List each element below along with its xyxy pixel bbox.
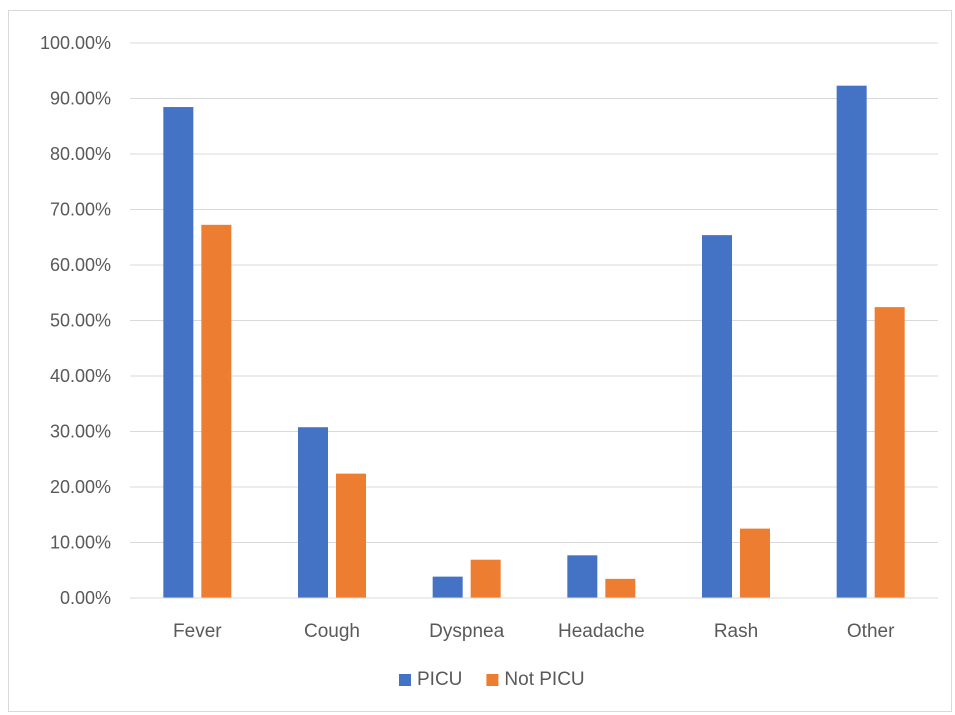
y-tick-label: 70.00% (50, 200, 111, 220)
bar-picu-cough (298, 427, 328, 598)
bar-not-picu-cough (336, 473, 366, 598)
y-tick-label: 40.00% (50, 366, 111, 386)
bar-picu-dyspnea (432, 576, 463, 598)
y-tick-label: 0.00% (60, 588, 111, 608)
bar-picu-rash (702, 235, 732, 599)
bar-not-picu-fever (201, 224, 232, 598)
bar-picu-other (836, 85, 867, 598)
x-tick-label: Cough (304, 621, 360, 642)
legend-swatch-picu (399, 674, 411, 686)
y-tick-label: 60.00% (50, 255, 111, 275)
y-tick-label: 30.00% (50, 422, 111, 442)
bar-not-picu-dyspnea (470, 559, 501, 598)
y-tick-label: 100.00% (40, 33, 111, 53)
legend-label-not-picu: Not PICU (504, 669, 584, 690)
y-tick-label: 90.00% (50, 89, 111, 109)
x-tick-label: Dyspnea (429, 621, 504, 642)
bar-picu-fever (163, 107, 194, 598)
x-tick-label: Headache (558, 621, 645, 642)
bar-picu-headache (567, 555, 598, 598)
y-tick-label: 80.00% (50, 144, 111, 164)
x-tick-label: Rash (714, 621, 758, 642)
y-tick-label: 50.00% (50, 311, 111, 331)
bar-not-picu-headache (605, 578, 636, 598)
legend-label-picu: PICU (417, 669, 462, 690)
bar-not-picu-rash (740, 528, 770, 598)
x-tick-label: Fever (173, 621, 222, 642)
y-tick-label: 20.00% (50, 477, 111, 497)
y-tick-label: 10.00% (50, 533, 111, 553)
x-tick-label: Other (847, 621, 895, 642)
legend-swatch-not-picu (486, 674, 499, 686)
bar-not-picu-other (874, 307, 905, 598)
